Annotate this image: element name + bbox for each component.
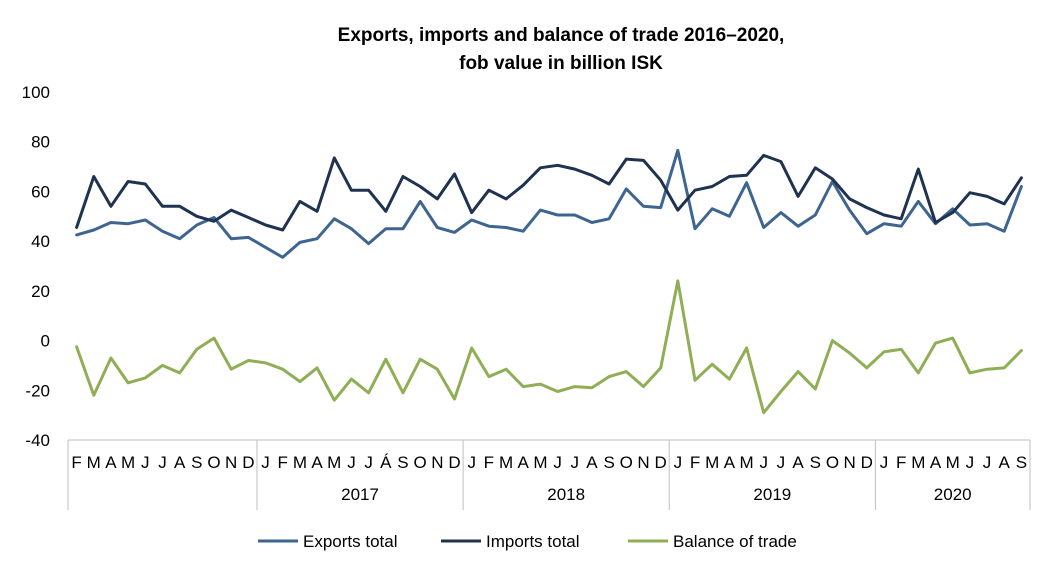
x-tick-label: J (759, 453, 768, 472)
x-tick-label: J (674, 453, 683, 472)
x-tick-label: A (792, 453, 804, 472)
legend: Exports total Imports total Balance of tra… (258, 532, 797, 551)
y-tick-label: 20 (31, 282, 50, 301)
x-tick-label: J (364, 453, 373, 472)
x-tick-label: O (414, 453, 427, 472)
x-tick-label: J (571, 453, 580, 472)
y-axis: 100 80 60 40 20 0 -20 -40 (22, 83, 50, 450)
x-tick-label: M (499, 453, 513, 472)
year-label: 2020 (934, 485, 972, 504)
x-tick-label: Á (380, 453, 392, 472)
x-tick-label: F (896, 453, 906, 472)
series-line-3 (75, 279, 1023, 415)
legend-label-2: Imports total (486, 532, 580, 551)
x-tick-label: M (87, 453, 101, 472)
x-tick-label: M (705, 453, 719, 472)
y-tick-label: -40 (25, 431, 50, 450)
x-tick-label: J (983, 453, 992, 472)
x-tick-label: O (826, 453, 839, 472)
series-line-1 (75, 148, 1023, 259)
y-tick-label: -20 (25, 381, 50, 400)
x-tick-label: N (431, 453, 443, 472)
x-tick-label: M (946, 453, 960, 472)
x-tick-label: J (158, 453, 167, 472)
y-tick-label: 0 (41, 332, 50, 351)
x-tick-label: J (880, 453, 889, 472)
year-label: 2018 (547, 485, 585, 504)
chart-title-line-2: fob value in billion ISK (459, 53, 663, 74)
legend-label-3: Balance of trade (673, 532, 797, 551)
x-tick-label: N (225, 453, 237, 472)
x-tick-label: M (533, 453, 547, 472)
x-tick-label: A (174, 453, 186, 472)
x-tick-label: S (191, 453, 202, 472)
x-tick-label: M (293, 453, 307, 472)
x-tick-label: J (261, 453, 270, 472)
x-tick-label: M (911, 453, 925, 472)
x-tick-label: A (586, 453, 598, 472)
x-tick-label: A (724, 453, 736, 472)
y-tick-label: 60 (31, 182, 50, 201)
legend-label-1: Exports total (303, 532, 398, 551)
x-tick-label: J (141, 453, 150, 472)
x-tick-label: A (518, 453, 530, 472)
x-tick-label: S (1016, 453, 1027, 472)
x-tick-label: M (121, 453, 135, 472)
x-tick-label: J (467, 453, 476, 472)
x-tick-label: N (637, 453, 649, 472)
x-tick-label: O (207, 453, 220, 472)
x-tick-label: J (777, 453, 786, 472)
y-tick-label: 80 (31, 133, 50, 152)
x-tick-label: D (242, 453, 254, 472)
x-tick-label: A (930, 453, 942, 472)
plot-area (75, 148, 1023, 415)
x-tick-label: F (71, 453, 81, 472)
x-tick-label: D (448, 453, 460, 472)
x-tick-label: D (861, 453, 873, 472)
x-tick-label: A (311, 453, 323, 472)
x-tick-label: D (655, 453, 667, 472)
y-tick-label: 100 (22, 83, 50, 102)
y-tick-label: 40 (31, 232, 50, 251)
x-tick-label: S (810, 453, 821, 472)
year-label: 2019 (753, 485, 791, 504)
x-tick-label: J (347, 453, 356, 472)
year-label: 2017 (341, 485, 379, 504)
chart-title-line-1: Exports, imports and balance of trade 20… (338, 25, 785, 46)
x-tick-label: A (999, 453, 1011, 472)
x-tick-label: A (105, 453, 117, 472)
series-line-2 (75, 153, 1023, 232)
x-tick-label: S (397, 453, 408, 472)
x-tick-label: M (739, 453, 753, 472)
x-tick-label: J (553, 453, 562, 472)
x-tick-label: S (603, 453, 614, 472)
x-tick-label: J (966, 453, 975, 472)
x-tick-label: F (690, 453, 700, 472)
x-tick-label: F (278, 453, 288, 472)
x-tick-label: M (327, 453, 341, 472)
x-tick-label: O (620, 453, 633, 472)
x-tick-label: F (484, 453, 494, 472)
x-tick-label: N (843, 453, 855, 472)
